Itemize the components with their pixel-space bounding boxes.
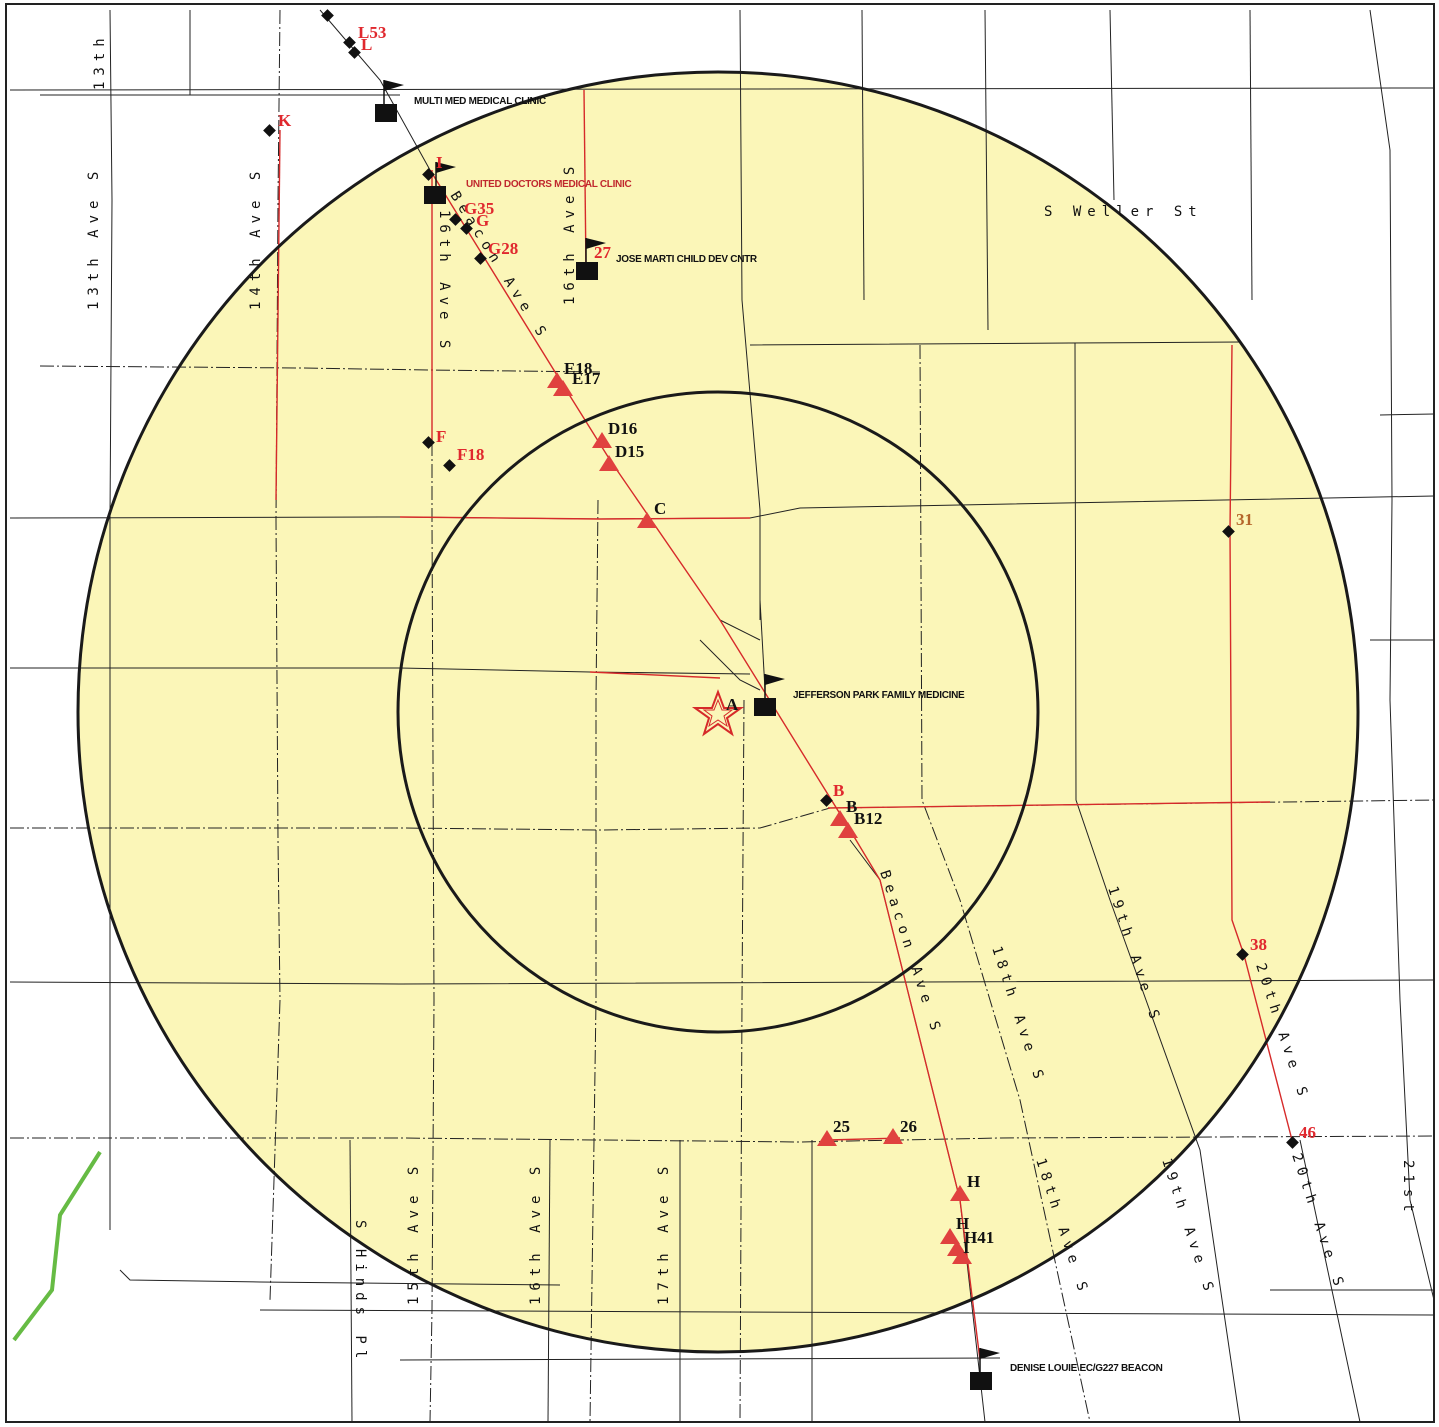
- street-label-16th-ave-s-upper: 16th Ave S: [436, 210, 452, 354]
- diamond-marker-icon: [474, 252, 487, 265]
- marker-label: C: [654, 499, 666, 518]
- outer-buffer-ring: [76, 70, 1360, 1354]
- street-label-16th-ave-s-mid: 16th Ave S: [562, 161, 578, 305]
- street-label-13th-ave-s: 13th Ave S: [86, 166, 102, 310]
- street-label-15th-ave-s: 15th Ave S: [406, 1161, 422, 1305]
- marker-label: L53: [358, 23, 386, 42]
- marker-label: H41: [964, 1228, 994, 1247]
- clinic-jose-marti: JOSE MARTI CHILD DEV CNTR: [576, 238, 758, 280]
- marker-label: A: [726, 695, 739, 714]
- diamond-marker-icon: [263, 124, 276, 137]
- marker-label: G28: [488, 239, 518, 258]
- diamond-marker-icon: [422, 436, 435, 449]
- triangle-marker-icon: [637, 512, 657, 528]
- marker-label: I: [963, 1238, 970, 1257]
- outer-buffer-fill: [78, 72, 1358, 1352]
- triangle-marker-icon: [952, 1248, 972, 1264]
- street-label-17th-ave-s-lower: 17th Ave S: [656, 1161, 672, 1305]
- marker-label: H: [956, 1214, 969, 1233]
- clinic-flag-icon: [586, 238, 606, 249]
- triangle-marker-icon: [553, 380, 573, 396]
- clinic-flag-icon: [436, 162, 456, 173]
- triangle-marker-icon: [592, 432, 612, 448]
- marker-label: D15: [615, 442, 644, 461]
- marker-label: K: [278, 111, 292, 130]
- marker-label: L: [361, 35, 372, 54]
- street-label-14th-ave-s: 14th Ave S: [248, 166, 264, 310]
- marker-label: E18: [564, 359, 592, 378]
- clinic-label: UNITED DOCTORS MEDICAL CLINIC: [466, 179, 631, 190]
- diamond-marker-icon: [321, 9, 334, 22]
- clinic-flag-icon: [384, 80, 404, 91]
- clinic-flag-icon: [765, 674, 785, 685]
- marker-label: 26: [900, 1117, 917, 1136]
- marker-label: I: [436, 153, 443, 172]
- triangle-marker-icon: [838, 822, 858, 838]
- clinic-flag-icon: [980, 1348, 1000, 1359]
- marker-label: 31: [1236, 510, 1253, 529]
- street-label-13th-top: 13th: [92, 32, 108, 90]
- clinic-jefferson-park: JEFFERSON PARK FAMILY MEDICINE: [754, 674, 965, 716]
- triangle-marker-icon: [940, 1228, 960, 1244]
- street-label-21st: 21st: [1400, 1160, 1416, 1218]
- triangle-marker-icon: [599, 455, 619, 471]
- marker-labels: L53 L K I G35 G G28 27 E18 E17 F F18 D16…: [278, 23, 1316, 1257]
- clinic-square-icon: [375, 104, 397, 122]
- street-label-16th-ave-s-lower: 16th Ave S: [528, 1161, 544, 1305]
- street-label-s-hinds-pl: S Hinds Pl: [352, 1220, 368, 1364]
- marker-label: H: [967, 1172, 980, 1191]
- marker-label: F: [436, 427, 446, 446]
- triangle-marker-icon: [817, 1130, 837, 1146]
- marker-label: G: [476, 211, 489, 230]
- marker-label: G35: [464, 199, 494, 218]
- site-star-icon: [691, 689, 745, 737]
- clinic-label: JEFFERSON PARK FAMILY MEDICINE: [793, 690, 965, 701]
- map-frame: [5, 3, 1435, 1423]
- triangle-markers: [547, 372, 972, 1264]
- clinic-square-icon: [576, 262, 598, 280]
- triangle-marker-icon: [830, 810, 850, 826]
- clinic-denise-louie: DENISE LOUIE EC/G227 BEACON: [970, 1348, 1163, 1390]
- marker-label: B: [846, 797, 857, 816]
- marker-label: E17: [572, 369, 601, 388]
- diamond-marker-icon: [449, 213, 462, 226]
- clinic-square-icon: [424, 186, 446, 204]
- triangle-marker-icon: [950, 1185, 970, 1201]
- clinic-square-icon: [970, 1372, 992, 1390]
- triangle-marker-icon: [883, 1128, 903, 1144]
- clinic-multi-med: MULTI MED MEDICAL CLINIC: [375, 80, 546, 122]
- clinic-label: JOSE MARTI CHILD DEV CNTR: [616, 254, 758, 265]
- marker-label: 38: [1250, 935, 1267, 954]
- diamond-marker-icon: [343, 36, 356, 49]
- marker-label: D16: [608, 419, 637, 438]
- marker-label: 46: [1299, 1123, 1316, 1142]
- park-boundary: [12, 1150, 102, 1342]
- marker-label: B: [833, 781, 844, 800]
- clinic-united-doctors: UNITED DOCTORS MEDICAL CLINIC: [424, 162, 632, 204]
- diamond-marker-icon: [348, 46, 361, 59]
- diamond-marker-icon: [1286, 1136, 1299, 1149]
- diamond-marker-icon: [443, 459, 456, 472]
- diamond-marker-icon: [460, 222, 473, 235]
- street-label-s-weller-st: S Weller St: [1044, 204, 1203, 220]
- diamond-marker-icon: [422, 168, 435, 181]
- clinic-label: DENISE LOUIE EC/G227 BEACON: [1010, 1363, 1163, 1374]
- marker-label: 27: [594, 243, 612, 262]
- inner-buffer-ring: [396, 390, 1040, 1034]
- clinic-square-icon: [754, 698, 776, 716]
- marker-label: 25: [833, 1117, 850, 1136]
- clinic-label: MULTI MED MEDICAL CLINIC: [414, 96, 546, 107]
- marker-label: F18: [457, 445, 484, 464]
- marker-label: B12: [854, 809, 882, 828]
